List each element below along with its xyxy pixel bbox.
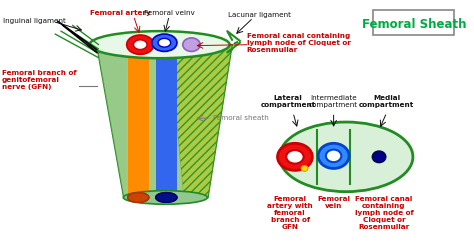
Polygon shape	[97, 45, 232, 198]
Text: Femoral canal containing
lymph node of Cloquet or
Rosenmullar: Femoral canal containing lymph node of C…	[246, 33, 350, 53]
Ellipse shape	[152, 34, 177, 51]
Text: Femoral
artery with
femoral
branch of
GFN: Femoral artery with femoral branch of GF…	[267, 196, 313, 230]
Polygon shape	[128, 45, 149, 198]
Ellipse shape	[278, 143, 312, 170]
Ellipse shape	[183, 38, 200, 51]
Text: Medial
compartment: Medial compartment	[359, 95, 414, 108]
Polygon shape	[99, 46, 127, 196]
Ellipse shape	[128, 193, 149, 202]
Text: Femoral branch of
genitofemoral
nerve (GFN): Femoral branch of genitofemoral nerve (G…	[2, 70, 77, 90]
Polygon shape	[155, 45, 177, 198]
Ellipse shape	[123, 191, 208, 204]
Polygon shape	[97, 45, 184, 198]
Text: Intermediate
compartment: Intermediate compartment	[309, 95, 358, 108]
Polygon shape	[169, 45, 232, 198]
Ellipse shape	[90, 31, 230, 58]
FancyBboxPatch shape	[373, 10, 455, 35]
Ellipse shape	[372, 151, 386, 163]
Ellipse shape	[134, 40, 147, 49]
Ellipse shape	[326, 150, 341, 162]
Ellipse shape	[286, 150, 304, 164]
Ellipse shape	[280, 122, 413, 192]
Ellipse shape	[158, 38, 171, 47]
Text: Femoral artery: Femoral artery	[91, 10, 151, 16]
Text: Femoral veinv: Femoral veinv	[144, 10, 195, 16]
Ellipse shape	[301, 166, 308, 171]
Ellipse shape	[155, 193, 177, 202]
Text: Inguinal ligament: Inguinal ligament	[3, 18, 66, 24]
Ellipse shape	[155, 193, 177, 202]
Ellipse shape	[318, 143, 349, 169]
Ellipse shape	[127, 35, 154, 54]
Text: Femoral
vein: Femoral vein	[317, 196, 350, 209]
Text: Femoral Sheath: Femoral Sheath	[362, 18, 466, 31]
Text: Femoral canal
containing
lymph node of
Cloquet or
Rosenmullar: Femoral canal containing lymph node of C…	[355, 196, 413, 230]
Text: Femoral sheath: Femoral sheath	[213, 115, 268, 121]
Ellipse shape	[128, 193, 149, 202]
Text: Lacunar ligament: Lacunar ligament	[228, 12, 291, 18]
Text: Lateral
compartment: Lateral compartment	[261, 95, 316, 108]
